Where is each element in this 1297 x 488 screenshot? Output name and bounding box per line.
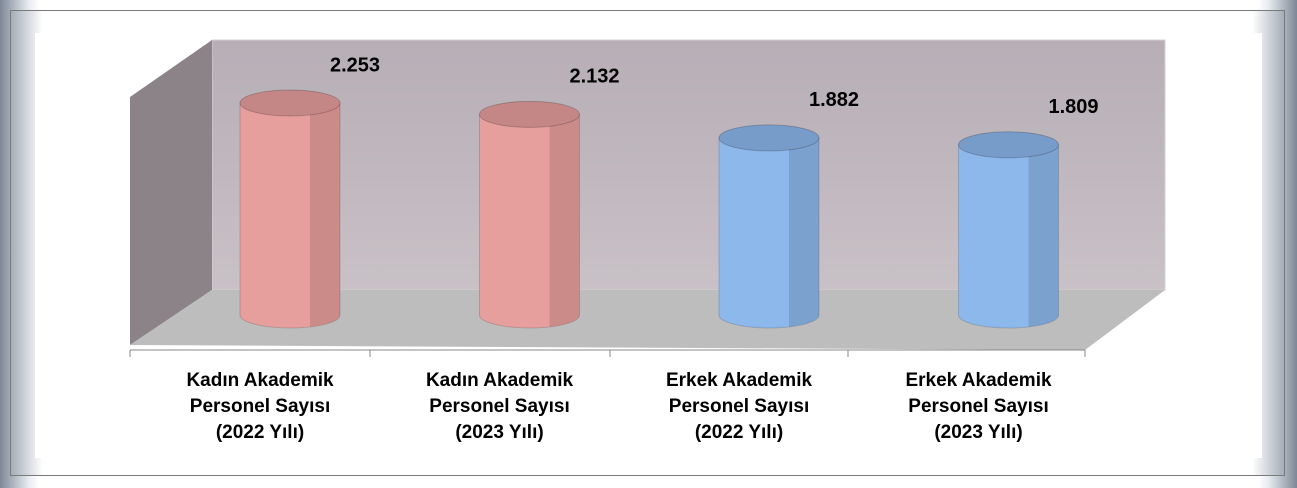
- floor: [130, 290, 1165, 350]
- bar-shade: [310, 103, 340, 327]
- bar-shade: [1028, 144, 1059, 327]
- bar-shade: [549, 114, 580, 327]
- bar: [958, 144, 1059, 329]
- bar: [479, 113, 580, 329]
- bar-top: [479, 100, 580, 128]
- x-tick-label: Erkek Akademik Personel Sayısı (2022 Yıl…: [665, 370, 813, 443]
- x-tick-label: Kadın Akademik Personel Sayısı (2023 Yıl…: [425, 370, 574, 443]
- x-tick-label: Erkek Akademik Personel Sayısı (2023 Yıl…: [905, 370, 1052, 443]
- bar-top: [718, 124, 820, 152]
- value-label: 2.132: [569, 66, 619, 88]
- bar-top: [958, 131, 1059, 159]
- x-tick-label: Kadın Akademik Personel Sayısı (2022 Yıl…: [186, 370, 334, 443]
- value-label: 1.882: [809, 89, 859, 111]
- bar-top: [239, 89, 341, 117]
- value-label: 2.253: [330, 54, 380, 76]
- bar: [718, 137, 820, 329]
- bar: [239, 102, 341, 329]
- value-label: 1.809: [1048, 96, 1098, 118]
- side-wall: [130, 40, 212, 345]
- bar-shade: [789, 137, 819, 327]
